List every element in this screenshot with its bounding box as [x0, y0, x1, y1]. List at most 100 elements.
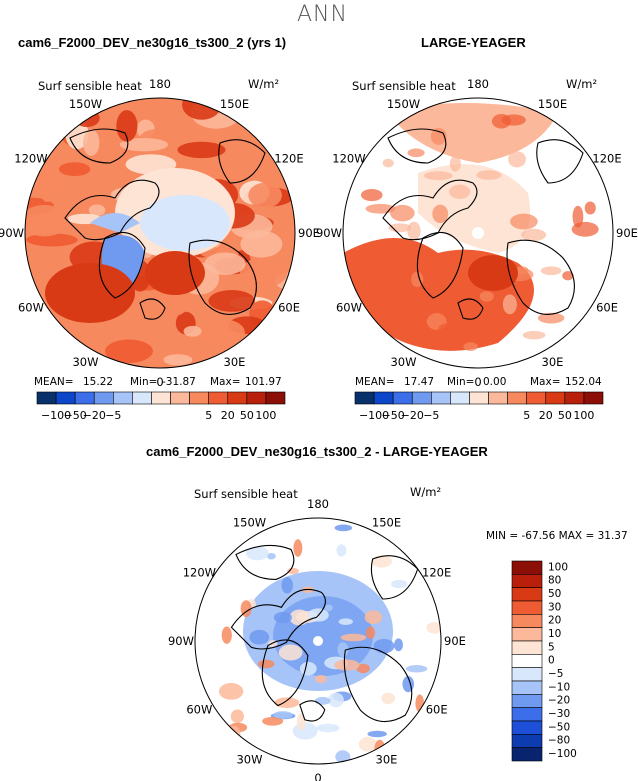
field-patch [299, 661, 317, 676]
colorbar-cell [511, 640, 543, 655]
field-arctic-cool [140, 195, 230, 251]
colorbar-cell [469, 391, 489, 405]
panel2-max-label: Max= [530, 376, 561, 388]
coastline-segment [387, 128, 447, 164]
field-patch [537, 312, 565, 324]
panel1-max-label: Max= [210, 376, 241, 388]
field-patch [423, 171, 453, 181]
field-patch [314, 696, 331, 705]
field-patch [476, 170, 502, 180]
field-patch [281, 577, 293, 594]
field-patch [266, 552, 276, 560]
colorbar-cell [170, 391, 190, 405]
lon-label: 30E [376, 753, 398, 767]
lon-label: 30W [236, 753, 262, 767]
coastline-segment [343, 646, 413, 722]
field-patch [562, 270, 574, 281]
lon-label: 90W [0, 226, 24, 240]
panel1-min-label: Min= [130, 376, 158, 388]
lon-label: 60W [18, 301, 44, 315]
colorbar-label: −20 [83, 409, 106, 422]
colorbar-cell [545, 391, 566, 405]
lon-label: 90E [616, 226, 638, 240]
field-patch [445, 300, 469, 321]
field-patch [227, 725, 241, 741]
field-patch [449, 155, 461, 172]
coastline-segment [299, 700, 326, 722]
colorbar-cell [511, 694, 543, 708]
panel3-variable-label: Surf sensible heat [194, 487, 298, 501]
colorbar-cell [265, 391, 286, 405]
colorbar-cell [511, 654, 543, 668]
colorbar-label: 10 [548, 628, 561, 640]
coastlines [230, 544, 419, 722]
colorbar-label: 5 [205, 409, 212, 422]
colorbar-cell [392, 391, 413, 405]
field-patch [407, 148, 425, 158]
field-patch [334, 524, 353, 532]
lon-label: 0 [314, 771, 321, 781]
colorbar-label: 100 [573, 409, 594, 422]
lon-label: 90E [444, 634, 466, 648]
field-patch [340, 633, 367, 642]
field-patch [202, 319, 245, 347]
field-patch [26, 233, 78, 247]
panel3-plot: 180 150E 120E 90E 60E 30E 0 30W 60W 90W 120W 150W [168, 497, 466, 781]
panel1-max-value: 101.97 [245, 376, 282, 388]
colorbar-cell [526, 391, 547, 405]
panel2-plot: 180 150E 120E 90E 60E 30E 0 30W 60W 90W 120W 150W [316, 77, 638, 389]
field-patch [262, 716, 284, 726]
colorbar-label: 30 [548, 601, 561, 613]
coastline-segment [261, 639, 309, 707]
field-patch [295, 580, 315, 587]
colorbar-cell [564, 391, 585, 405]
field-patch [335, 750, 351, 764]
field-patch [296, 713, 306, 731]
field-patch [105, 339, 153, 363]
colorbar-label: −5 [105, 409, 121, 422]
panel2-max-value: 152.04 [565, 376, 602, 388]
field-patch [381, 692, 396, 705]
field-patch [274, 697, 300, 709]
colorbar-label: −100 [41, 409, 71, 422]
lon-label: 90E [298, 226, 320, 240]
field-patch [239, 257, 288, 288]
field-patch [521, 228, 547, 242]
coastline-segment [457, 298, 484, 320]
coastline-segment [382, 179, 478, 241]
panel3-title: cam6_F2000_DEV_ne30g16_ts300_2 - LARGE-Y… [146, 444, 488, 459]
lon-label: 60E [426, 703, 448, 717]
panel2-units-label: W/m² [566, 77, 598, 91]
colorbar-label: 50 [558, 409, 572, 422]
colorbar-label: −100 [548, 748, 577, 760]
field-patch [25, 205, 69, 237]
field-patch [74, 109, 100, 128]
field-patch [221, 626, 232, 644]
colorbar-cell [55, 391, 76, 405]
panel1-mean-label: MEAN= [34, 376, 74, 388]
lon-label: 150E [538, 97, 567, 111]
coastline-segment [218, 139, 266, 184]
coastline-segment [69, 128, 129, 164]
field-patch [356, 663, 370, 674]
field-patch [293, 539, 303, 557]
field-patch [382, 158, 394, 168]
colorbar-cell [511, 574, 543, 588]
colorbar-label: −50 [548, 721, 570, 733]
lon-label: 60W [186, 703, 212, 717]
page-title: ANN [297, 2, 348, 27]
colorbar-label: 50 [548, 588, 561, 600]
panel2-min-label: Min= [447, 376, 475, 388]
coastline-segment [506, 239, 575, 315]
lon-label: 120W [14, 152, 47, 166]
colorbar-cell [511, 720, 543, 735]
field-patch [88, 204, 106, 217]
field-patch [38, 168, 57, 202]
field-patch [273, 711, 293, 719]
field-patch [218, 683, 244, 700]
lon-label: 90W [168, 634, 194, 648]
field-patch [324, 604, 333, 612]
field-patch [273, 611, 292, 624]
lon-label: 150E [372, 515, 401, 529]
